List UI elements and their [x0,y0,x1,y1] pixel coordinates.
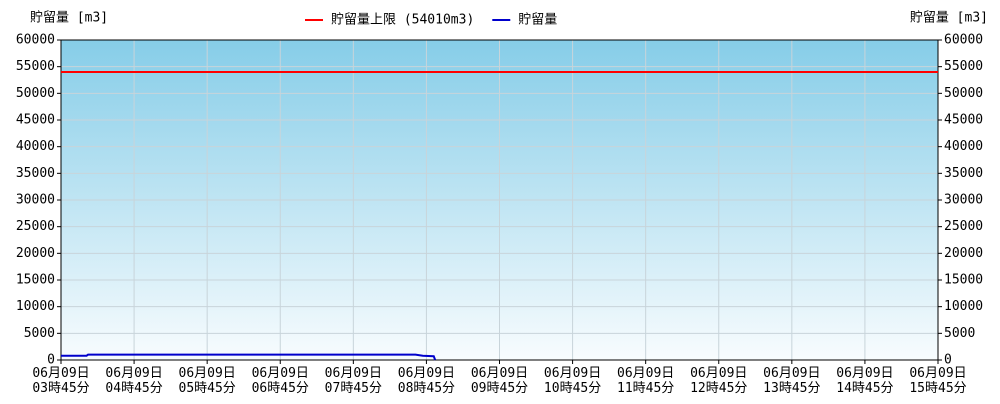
legend-label: 貯留量上限 (54010m3) [331,13,474,28]
y2-tick-label: 35000 [944,166,983,181]
x-tick-label-line: 13時45分 [763,381,820,396]
y-tick-label: 30000 [16,193,55,208]
y2-tick-label: 15000 [944,273,983,288]
y2-tick-label: 25000 [944,219,983,234]
x-tick-label-line: 06月09日 [471,366,528,381]
x-tick-label-line: 14時45分 [836,381,893,396]
y-tick-label: 10000 [16,299,55,314]
x-tick-label-line: 06月09日 [909,366,966,381]
x-tick-label: 06月09日 10時45分 [544,366,601,396]
x-tick-label: 06月09日 05時45分 [179,366,236,396]
y2-tick-label: 45000 [944,113,983,128]
y2-tick-label: 20000 [944,246,983,261]
x-tick-label: 06月09日 12時45分 [690,366,747,396]
x-tick-label: 06月09日 13時45分 [763,366,820,396]
x-tick-label: 06月09日 09時45分 [471,366,528,396]
x-tick-label: 06月09日 14時45分 [836,366,893,396]
legend-label: 貯留量 [518,13,557,28]
x-tick-label-line: 06月09日 [690,366,747,381]
y-tick-label: 35000 [16,166,55,181]
x-tick-label: 06月09日 11時45分 [617,366,674,396]
y2-tick-label: 10000 [944,299,983,314]
x-tick-label: 06月09日 08時45分 [398,366,455,396]
y-tick-label: 45000 [16,113,55,128]
x-tick-label-line: 06月09日 [105,366,162,381]
x-tick-label-line: 06月09日 [179,366,236,381]
y-tick-label: 0 [47,353,55,368]
x-tick-label-line: 06月09日 [398,366,455,381]
y2-tick-label: 55000 [944,59,983,74]
x-tick-label: 06月09日 06時45分 [252,366,309,396]
x-tick-label-line: 05時45分 [179,381,236,396]
y-tick-label: 40000 [16,139,55,154]
x-tick-label: 06月09日 07時45分 [325,366,382,396]
y2-tick-label: 50000 [944,86,983,101]
y-tick-label: 15000 [16,273,55,288]
x-tick-label-line: 07時45分 [325,381,382,396]
x-tick-label-line: 06月09日 [763,366,820,381]
y2-tick-label: 0 [944,353,952,368]
y2-axis-label: 貯留量 [m3] [910,11,988,26]
y2-tick-label: 40000 [944,139,983,154]
x-tick-label-line: 11時45分 [617,381,674,396]
x-tick-label-line: 06月09日 [836,366,893,381]
x-tick-label-line: 06月09日 [617,366,674,381]
y-axis-label: 貯留量 [m3] [30,11,108,26]
x-tick-label-line: 15時45分 [909,381,966,396]
x-tick-label: 06月09日 03時45分 [32,366,89,396]
x-tick-label-line: 12時45分 [690,381,747,396]
y-tick-label: 60000 [16,33,55,48]
y-tick-label: 20000 [16,246,55,261]
y2-tick-label: 5000 [944,326,975,341]
y-tick-label: 50000 [16,86,55,101]
y-tick-label: 5000 [24,326,55,341]
y-tick-label: 55000 [16,59,55,74]
x-tick-label-line: 09時45分 [471,381,528,396]
x-tick-label-line: 06月09日 [32,366,89,381]
plot-border [60,39,939,361]
x-tick-label-line: 03時45分 [32,381,89,396]
x-tick-label-line: 06月09日 [325,366,382,381]
data-line [61,353,437,361]
x-tick-label-line: 06月09日 [252,366,309,381]
x-tick-label: 06月09日 04時45分 [105,366,162,396]
x-tick-label-line: 06時45分 [252,381,309,396]
x-tick-label-line: 10時45分 [544,381,601,396]
y2-tick-label: 30000 [944,193,983,208]
x-tick-label-line: 08時45分 [398,381,455,396]
y2-tick-label: 60000 [944,33,983,48]
x-tick-label: 06月09日 15時45分 [909,366,966,396]
y-tick-label: 25000 [16,219,55,234]
x-tick-label-line: 06月09日 [544,366,601,381]
x-tick-label-line: 04時45分 [105,381,162,396]
